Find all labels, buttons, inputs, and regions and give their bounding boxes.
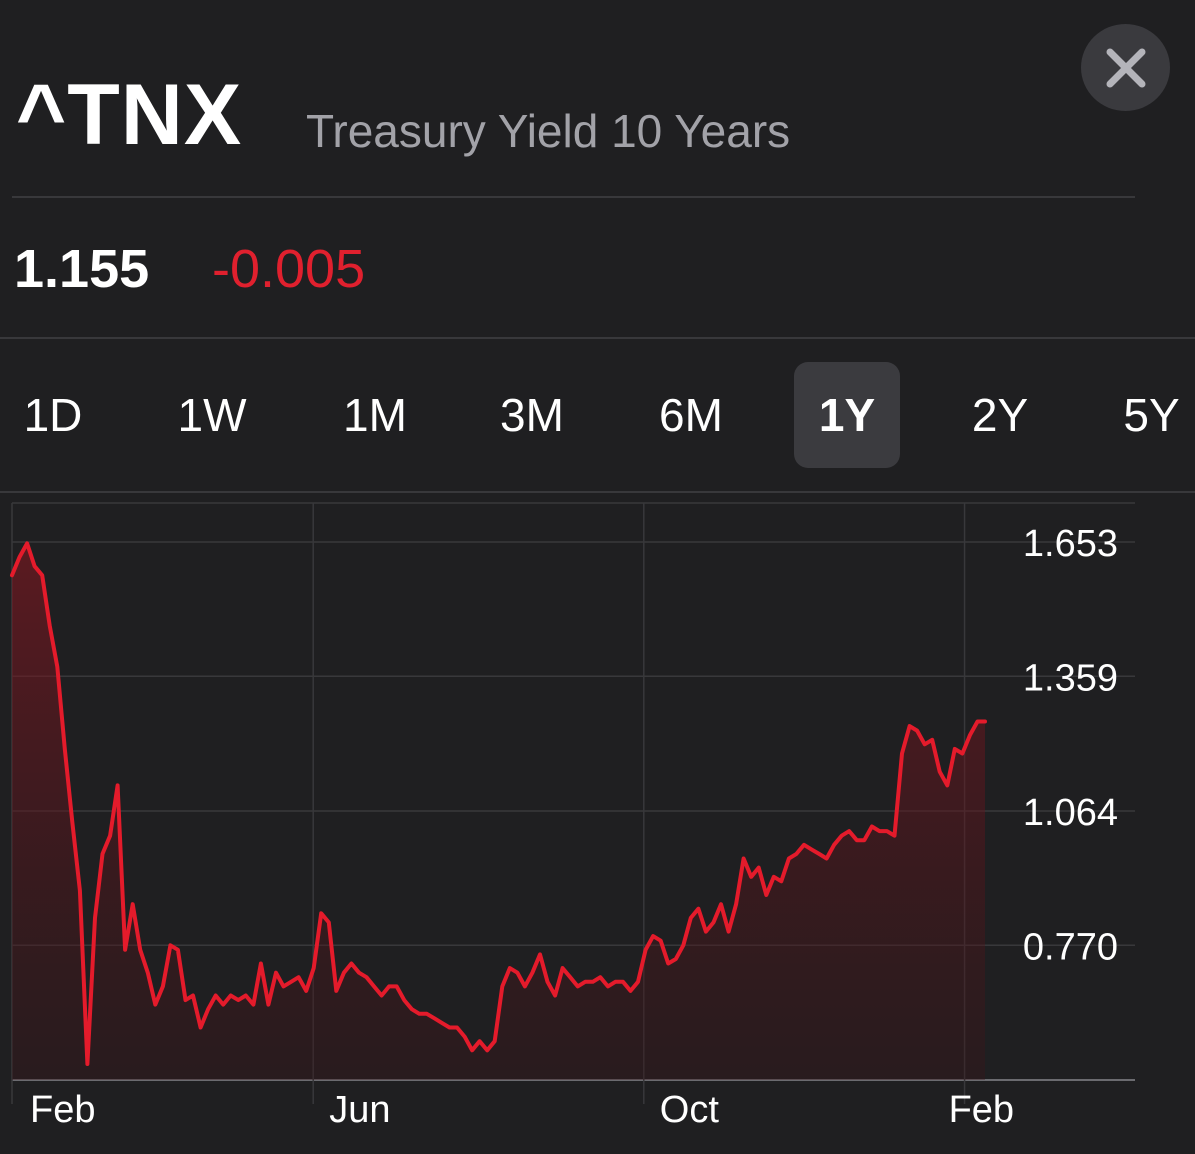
range-tab-1w[interactable]: 1W bbox=[177, 389, 247, 441]
current-price: 1.155 bbox=[14, 239, 150, 299]
quote-divider bbox=[0, 337, 1195, 339]
security-name: Treasury Yield 10 Years bbox=[306, 105, 791, 157]
price-change: -0.005 bbox=[212, 239, 366, 299]
x-tick-label: Jun bbox=[329, 1089, 390, 1131]
range-tab-1d[interactable]: 1D bbox=[23, 389, 83, 441]
y-tick-label: 0.770 bbox=[1023, 926, 1118, 968]
ticker-symbol: ^TNX bbox=[16, 67, 243, 163]
range-tab-6m[interactable]: 6M bbox=[659, 389, 723, 441]
chart-area-fill bbox=[12, 543, 985, 1080]
close-icon bbox=[1106, 48, 1145, 87]
range-tab-1m[interactable]: 1M bbox=[343, 389, 407, 441]
x-tick-label: Feb bbox=[30, 1089, 95, 1131]
y-tick-label: 1.359 bbox=[1023, 657, 1118, 699]
header-divider bbox=[12, 196, 1135, 198]
range-tab-5y[interactable]: 5Y bbox=[1123, 389, 1180, 441]
x-tick-label: Feb bbox=[949, 1089, 1014, 1131]
y-tick-label: 1.653 bbox=[1023, 523, 1118, 565]
range-tab-2y[interactable]: 2Y bbox=[971, 389, 1029, 441]
range-divider bbox=[0, 491, 1195, 493]
y-tick-label: 1.064 bbox=[1023, 792, 1118, 834]
x-tick-label: Oct bbox=[660, 1089, 720, 1131]
yield-chart[interactable]: 1.653 1.359 1.064 0.770 Feb Jun Oct Feb bbox=[0, 496, 1195, 1154]
chart-series-line bbox=[10, 541, 987, 1066]
range-tab-3m[interactable]: 3M bbox=[500, 389, 564, 441]
range-tab-1y[interactable]: 1Y bbox=[794, 362, 900, 468]
close-button[interactable] bbox=[1081, 24, 1170, 111]
